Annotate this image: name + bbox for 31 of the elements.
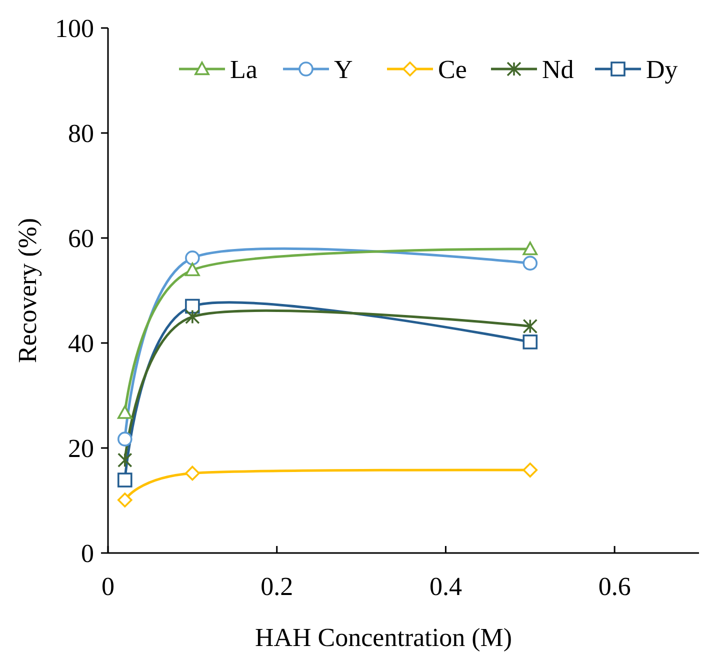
point bbox=[185, 250, 200, 266]
y-tick-label: 20 bbox=[68, 434, 94, 464]
legend-label: Dy bbox=[646, 55, 678, 84]
x-tick-label: 0.2 bbox=[260, 572, 294, 601]
point bbox=[117, 492, 132, 508]
point bbox=[185, 466, 200, 481]
point bbox=[117, 432, 132, 446]
legend-label: Nd bbox=[542, 55, 574, 84]
y-tick-label: 40 bbox=[68, 329, 94, 358]
point bbox=[522, 334, 538, 350]
x-tick-label: 0.6 bbox=[598, 572, 631, 601]
legend-label: Y bbox=[334, 55, 353, 84]
y-tick-label: 0 bbox=[81, 539, 94, 568]
legend-label: Ce bbox=[438, 55, 467, 84]
y-tick-label: 60 bbox=[68, 224, 94, 254]
y-tick-label: 100 bbox=[55, 14, 94, 44]
y-tick-label: 80 bbox=[68, 119, 94, 148]
point bbox=[522, 318, 538, 334]
legend-label: La bbox=[230, 55, 258, 84]
point bbox=[117, 472, 132, 488]
x-tick-label: 0.4 bbox=[429, 572, 462, 601]
x-tick-label: 0 bbox=[102, 572, 114, 601]
x-axis-title: HAH Concentration (M) bbox=[254, 623, 512, 652]
point bbox=[185, 309, 200, 324]
point bbox=[522, 256, 538, 271]
y-axis-title: Recovery (%) bbox=[13, 218, 42, 364]
point bbox=[185, 262, 200, 276]
point bbox=[522, 462, 538, 478]
point bbox=[117, 452, 132, 468]
point bbox=[117, 405, 132, 419]
point bbox=[522, 242, 538, 256]
